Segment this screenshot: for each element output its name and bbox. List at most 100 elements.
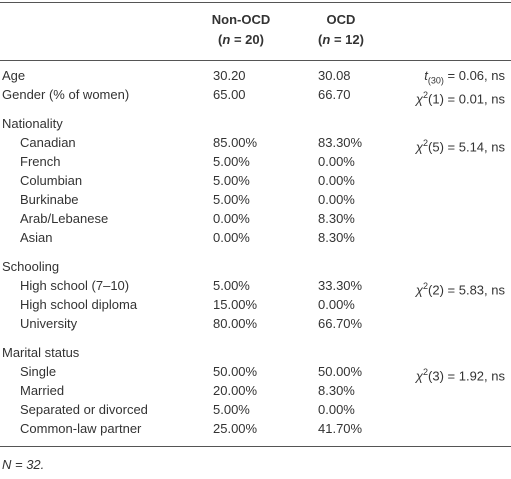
- cell: 65.00: [213, 87, 246, 102]
- section-title: Marital status: [2, 345, 80, 360]
- cell: 50.00%: [318, 364, 363, 379]
- cell: 0.00%: [318, 297, 355, 312]
- header-n: (n = 12): [286, 30, 396, 50]
- header-n: (n = 20): [186, 30, 296, 50]
- stat-text: (3) = 1.92, ns: [428, 368, 505, 384]
- statistic: χ2(3) = 1.92, ns: [416, 363, 505, 385]
- table-row: Separated or divorced 5.00% 0.00%: [0, 401, 511, 419]
- text: (: [218, 32, 223, 47]
- section-row: Nationality: [0, 115, 511, 133]
- row-label: Canadian: [20, 135, 76, 150]
- table-row: Burkinabe 5.00% 0.00%: [0, 191, 511, 209]
- text: = 12): [330, 32, 364, 47]
- text: n: [222, 32, 231, 47]
- cell: 8.30%: [318, 230, 355, 245]
- table-row: Married 20.00% 8.30%: [0, 382, 511, 400]
- row-label: Common-law partner: [20, 421, 142, 436]
- text: n: [322, 32, 331, 47]
- stat-symbol: χ: [415, 282, 424, 298]
- stat-symbol: t: [424, 68, 428, 83]
- statistic: χ2(2) = 5.83, ns: [416, 277, 505, 299]
- row-label: Single: [20, 364, 57, 379]
- cell: 15.00%: [213, 297, 258, 312]
- cell: 0.00%: [318, 192, 355, 207]
- stat-text: = 0.06, ns: [443, 68, 505, 83]
- section-row: Marital status: [0, 344, 511, 362]
- section-title: Nationality: [2, 116, 63, 131]
- table-row: Canadian 85.00% 83.30% χ2(5) = 5.14, ns: [0, 134, 511, 154]
- cell: 83.30%: [318, 135, 363, 150]
- cell: 0.00%: [318, 173, 355, 188]
- cell: 8.30%: [318, 211, 355, 226]
- stat-script: 2: [423, 90, 429, 100]
- stat-script: 2: [423, 138, 429, 148]
- stat-text: (5) = 5.14, ns: [428, 139, 505, 155]
- statistic: χ2(5) = 5.14, ns: [416, 134, 505, 156]
- cell: 5.00%: [213, 278, 250, 293]
- stat-symbol: χ: [415, 368, 424, 384]
- row-label: Separated or divorced: [20, 402, 148, 417]
- table-row: High school diploma 15.00% 0.00%: [0, 296, 511, 314]
- row-label: High school diploma: [20, 297, 138, 312]
- table-row: Common-law partner 25.00% 41.70%: [0, 420, 511, 438]
- column-header: OCD (n = 12): [286, 10, 396, 50]
- cell: 5.00%: [213, 192, 250, 207]
- text: N: [2, 457, 12, 472]
- cell: 33.30%: [318, 278, 363, 293]
- cell: 25.00%: [213, 421, 258, 436]
- row-label: Burkinabe: [20, 192, 79, 207]
- text: (: [318, 32, 323, 47]
- row-label: French: [20, 154, 61, 169]
- row-label: Arab/Lebanese: [20, 211, 109, 226]
- row-label: Gender (% of women): [2, 87, 130, 102]
- stat-script: (30): [427, 75, 444, 86]
- table-row: University 80.00% 66.70%: [0, 315, 511, 333]
- row-label: Asian: [20, 230, 53, 245]
- header-text: Non-OCD: [211, 12, 271, 27]
- row-label: Age: [2, 68, 26, 83]
- section-title: Schooling: [2, 259, 60, 274]
- note: N = 32.: [0, 456, 511, 474]
- table-row: French 5.00% 0.00%: [0, 153, 511, 171]
- statistic: χ2(1) = 0.01, ns: [416, 86, 505, 108]
- cell: 30.08: [318, 68, 351, 83]
- header-text: OCD: [326, 12, 356, 27]
- table-row: High school (7–10) 5.00% 33.30% χ2(2) = 5.8…: [0, 277, 511, 297]
- table-row: Columbian 5.00% 0.00%: [0, 172, 511, 190]
- stat-symbol: χ: [415, 139, 424, 155]
- cell: 41.70%: [318, 421, 363, 436]
- cell: 8.30%: [318, 383, 355, 398]
- table-row: Arab/Lebanese 0.00% 8.30%: [0, 210, 511, 228]
- cell: 0.00%: [318, 154, 355, 169]
- row-label: University: [20, 316, 78, 331]
- cell: 20.00%: [213, 383, 258, 398]
- cell: 66.70: [318, 87, 351, 102]
- cell: 5.00%: [213, 173, 250, 188]
- row-label: High school (7–10): [20, 278, 130, 293]
- cell: 0.00%: [318, 402, 355, 417]
- stat-text: (2) = 5.83, ns: [428, 282, 505, 298]
- stat-script: 2: [423, 367, 429, 377]
- column-header: Non-OCD (n = 20): [186, 10, 296, 50]
- stat-script: 2: [423, 281, 429, 291]
- cell: 66.70%: [318, 316, 363, 331]
- text: = 20): [230, 32, 264, 47]
- row-label: Married: [20, 383, 65, 398]
- cell: 0.00%: [213, 230, 250, 245]
- cell: 5.00%: [213, 402, 250, 417]
- cell: 85.00%: [213, 135, 258, 150]
- statistic: t(30) = 0.06, ns: [424, 67, 505, 90]
- section-row: Schooling: [0, 258, 511, 276]
- cell: 50.00%: [213, 364, 258, 379]
- rule: [0, 60, 511, 61]
- stat-text: (1) = 0.01, ns: [428, 91, 505, 107]
- text: = 32.: [11, 457, 45, 472]
- table-row: Age 30.20 30.08 t(30) = 0.06, ns: [0, 67, 511, 86]
- cell: 30.20: [213, 68, 246, 83]
- rule: [0, 446, 511, 447]
- table-row: Asian 0.00% 8.30%: [0, 229, 511, 247]
- table-row: Gender (% of women) 65.00 66.70 χ2(1) = 0.0…: [0, 86, 511, 106]
- table-row: Single 50.00% 50.00% χ2(3) = 1.92, ns: [0, 363, 511, 383]
- stat-symbol: χ: [415, 91, 424, 107]
